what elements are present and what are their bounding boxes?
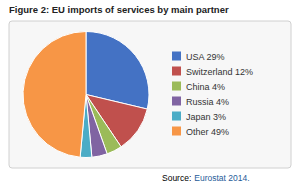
legend-label: Switzerland 12% <box>186 67 253 77</box>
legend-swatch <box>172 52 181 61</box>
title: Figure 2: EU imports of services by main… <box>9 4 229 15</box>
legend-swatch <box>172 82 181 91</box>
chart-box <box>9 21 291 168</box>
chart: Figure 2: EU imports of services by main… <box>0 0 300 187</box>
legend-label: Russia 4% <box>186 97 229 107</box>
source-prefix: Source: <box>162 173 191 183</box>
legend: USA 29% Switzerland 12% China 4% Russia 4% J… <box>172 52 253 137</box>
legend-label: USA 29% <box>186 52 225 62</box>
legend-swatch <box>172 127 181 136</box>
legend-label: Other 49% <box>186 127 229 137</box>
legend-label: Japan 3% <box>186 112 226 122</box>
pie-slice <box>23 32 86 158</box>
legend-label: China 4% <box>186 82 225 92</box>
legend-swatch <box>172 112 181 121</box>
legend-swatch <box>172 67 181 76</box>
legend-swatch <box>172 97 181 106</box>
pie <box>23 32 149 158</box>
source-link: Eurostat 2014. <box>194 173 249 183</box>
